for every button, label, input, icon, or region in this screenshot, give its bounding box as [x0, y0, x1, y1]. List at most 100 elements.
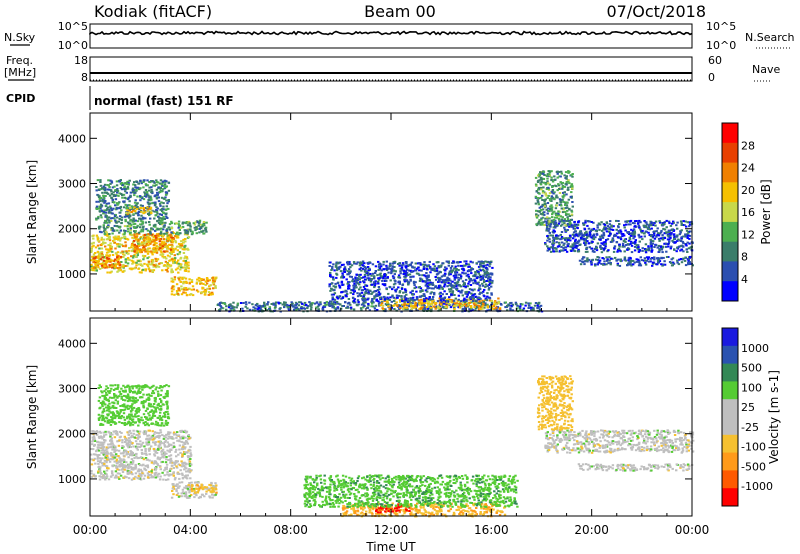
heatmap-cell	[104, 211, 108, 214]
heatmap-cell	[409, 276, 412, 278]
heatmap-cell	[185, 262, 188, 265]
heatmap-cell	[553, 175, 556, 178]
heatmap-cell	[541, 216, 545, 219]
heatmap-cell	[140, 242, 143, 245]
heatmap-cell	[142, 186, 145, 189]
heatmap-cell	[92, 257, 95, 260]
heatmap-cell	[540, 221, 543, 224]
heatmap-cell	[483, 269, 486, 272]
heatmap-cell	[116, 251, 120, 254]
heatmap-cell	[585, 233, 588, 236]
heatmap-cell	[363, 305, 366, 308]
heatmap-cell	[484, 264, 487, 267]
heatmap-cell	[567, 170, 570, 173]
heatmap-cell	[431, 296, 435, 298]
heatmap-cell	[483, 295, 486, 298]
heatmap-cell	[164, 208, 168, 211]
heatmap-cell	[415, 272, 419, 275]
heatmap-cell	[497, 302, 500, 305]
heatmap-cell	[403, 300, 406, 303]
heatmap-cell	[570, 223, 573, 226]
heatmap-cell	[152, 269, 156, 272]
heatmap-cell	[402, 291, 405, 294]
heatmap-cell	[328, 265, 331, 267]
heatmap-cell	[682, 242, 685, 245]
heatmap-cell	[189, 225, 192, 228]
heatmap-cell	[368, 309, 371, 312]
power-colorbar-swatch	[722, 142, 738, 164]
heatmap-cell	[657, 237, 661, 240]
heatmap-cell	[131, 267, 135, 270]
heatmap-cell	[204, 228, 208, 231]
heatmap-cell	[462, 267, 465, 270]
heatmap-cell	[479, 274, 482, 277]
heatmap-cell	[640, 235, 643, 238]
heatmap-cell	[689, 255, 692, 258]
heatmap-cell	[432, 299, 435, 302]
heatmap-cell	[488, 309, 491, 312]
heatmap-cell	[649, 222, 653, 225]
heatmap-cell	[147, 256, 151, 259]
heatmap-cell	[97, 263, 100, 266]
heatmap-cell	[209, 284, 212, 287]
heatmap-cell	[274, 304, 277, 307]
heatmap-cell	[97, 261, 100, 264]
heatmap-cell	[297, 307, 300, 310]
heatmap-cell	[133, 253, 136, 256]
heatmap-cell	[650, 224, 653, 227]
heatmap-cell	[550, 191, 553, 194]
heatmap-cell	[611, 229, 615, 231]
heatmap-cell	[388, 299, 391, 301]
heatmap-cell	[651, 261, 655, 264]
heatmap-cell	[669, 234, 672, 237]
heatmap-cell	[455, 268, 458, 270]
heatmap-cell	[635, 220, 638, 222]
heatmap-cell	[114, 198, 118, 201]
heatmap-cell	[135, 189, 138, 191]
heatmap-cell	[116, 225, 119, 228]
heatmap-cell	[549, 223, 553, 226]
heatmap-cell	[429, 281, 432, 284]
heatmap-cell	[181, 266, 184, 269]
heatmap-cell	[442, 300, 445, 303]
heatmap-cell	[628, 260, 631, 263]
heatmap-cell	[180, 285, 183, 288]
heatmap-cell	[298, 301, 301, 304]
heatmap-cell	[185, 281, 188, 284]
heatmap-cell	[509, 307, 512, 310]
heatmap-cell	[569, 185, 572, 188]
heatmap-cell	[437, 286, 441, 289]
heatmap-cell	[134, 209, 137, 212]
power-colorbar-swatch	[722, 123, 738, 144]
heatmap-cell	[555, 185, 558, 188]
heatmap-cell	[110, 192, 113, 195]
heatmap-cell	[143, 474, 147, 477]
heatmap-cell	[490, 299, 494, 302]
heatmap-cell	[561, 216, 564, 219]
heatmap-cell	[114, 195, 117, 197]
heatmap-cell	[177, 233, 180, 236]
heatmap-cell	[106, 233, 109, 236]
heatmap-cell	[110, 245, 113, 248]
heatmap-cell	[113, 238, 116, 241]
heatmap-cell	[405, 266, 408, 269]
heatmap-cell	[164, 245, 167, 248]
heatmap-cell	[111, 259, 114, 262]
heatmap-cell	[99, 184, 103, 187]
heatmap-cell	[584, 232, 587, 235]
heatmap-cell	[450, 270, 454, 273]
heatmap-cell	[633, 233, 636, 236]
heatmap-cell	[291, 304, 294, 307]
heatmap-cell	[687, 258, 690, 261]
heatmap-cell	[451, 290, 454, 293]
heatmap-cell	[108, 233, 111, 235]
heatmap-cell	[609, 263, 612, 266]
heatmap-cell	[660, 248, 664, 251]
heatmap-cell	[134, 249, 137, 252]
heatmap-cell	[340, 264, 344, 266]
heatmap-cell	[339, 261, 342, 264]
heatmap-cell	[366, 288, 369, 291]
heatmap-cell	[109, 258, 112, 261]
heatmap-cell	[100, 251, 103, 254]
heatmap-cell	[564, 246, 567, 249]
